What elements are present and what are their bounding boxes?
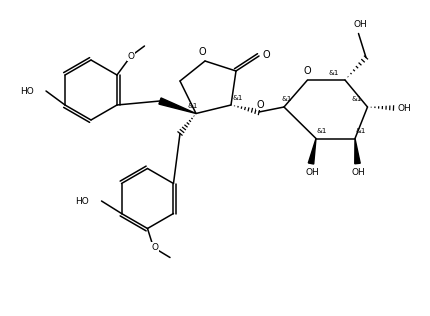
Text: &1: &1 xyxy=(355,128,366,134)
Text: &1: &1 xyxy=(232,95,243,101)
Text: HO: HO xyxy=(20,87,34,95)
Text: O: O xyxy=(198,47,206,57)
Text: O: O xyxy=(255,100,263,110)
Text: &1: &1 xyxy=(281,95,291,101)
Text: OH: OH xyxy=(304,168,318,177)
Text: HO: HO xyxy=(75,197,89,205)
Text: &1: &1 xyxy=(187,102,198,108)
Text: OH: OH xyxy=(397,104,410,112)
Text: O: O xyxy=(303,66,310,76)
Text: O: O xyxy=(150,243,158,252)
Text: &1: &1 xyxy=(316,128,326,134)
Text: &1: &1 xyxy=(328,70,338,76)
Text: OH: OH xyxy=(352,20,366,29)
Text: O: O xyxy=(261,50,269,60)
Polygon shape xyxy=(354,138,359,164)
Text: &1: &1 xyxy=(350,95,361,101)
Text: O: O xyxy=(127,52,134,60)
Polygon shape xyxy=(159,98,196,113)
Polygon shape xyxy=(307,138,315,164)
Text: OH: OH xyxy=(351,168,365,177)
